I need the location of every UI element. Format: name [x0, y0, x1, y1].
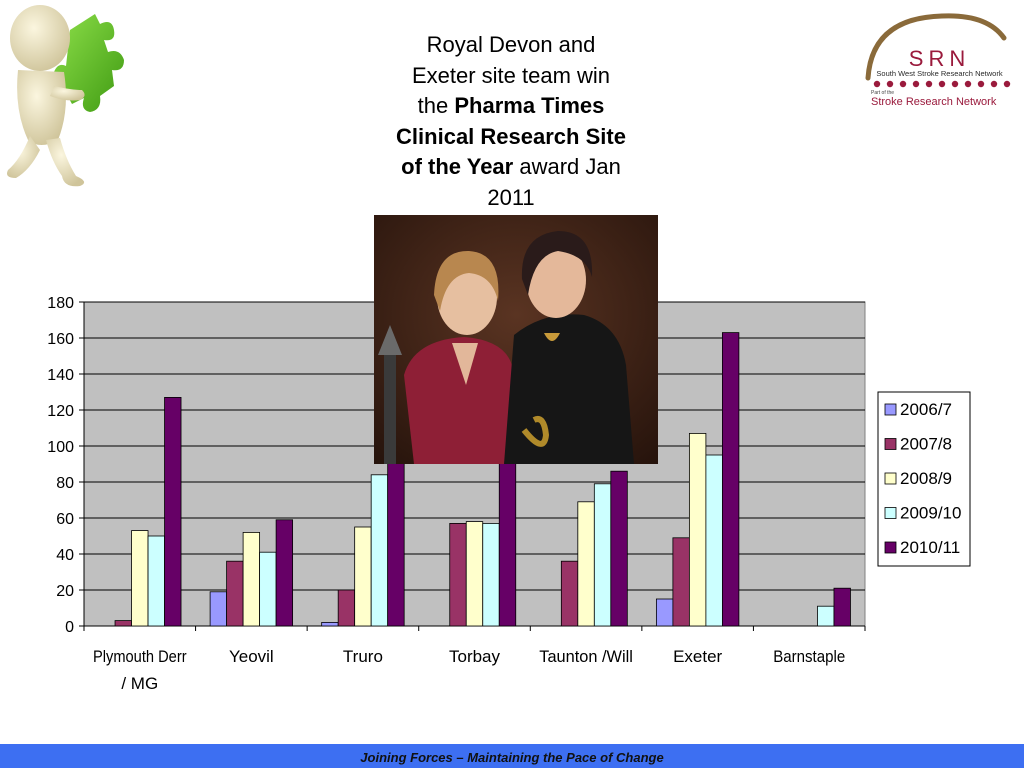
legend-swatch — [884, 507, 897, 519]
footer-bar: Joining Forces – Maintaining the Pace of… — [0, 744, 1024, 768]
y-tick-label: 120 — [47, 403, 74, 420]
x-tick-label: Taunton /Will — [539, 647, 633, 666]
title-line-5-post: award Jan — [513, 154, 621, 179]
bar — [560, 560, 579, 627]
y-tick-label: 20 — [56, 583, 74, 600]
bar — [833, 587, 851, 627]
bar — [655, 598, 674, 627]
page-title: Royal Devon and Exeter site team win the… — [370, 30, 652, 213]
legend-label: 2007/8 — [900, 435, 952, 454]
bar — [705, 454, 723, 627]
award-winners-photo — [374, 215, 658, 464]
bar — [465, 521, 484, 627]
bar — [672, 537, 690, 627]
title-line-3-pre: the — [417, 93, 455, 118]
y-tick-label: 160 — [47, 331, 74, 348]
title-line-3-bold: Pharma Times — [454, 93, 605, 118]
bar — [577, 501, 595, 627]
x-tick-label: Torbay — [449, 647, 501, 666]
bar — [242, 532, 261, 627]
logo-part-of: Part of the — [871, 90, 895, 96]
bar — [321, 622, 339, 627]
title-line-6: 2011 — [487, 184, 535, 210]
logo-dots-icon — [873, 80, 1011, 88]
title-line-3: the Pharma Times — [370, 91, 652, 122]
bar — [164, 396, 182, 627]
bar — [688, 432, 707, 627]
legend-label: 2006/7 — [900, 400, 952, 419]
y-tick-label: 140 — [47, 367, 74, 384]
x-tick-label: Truro — [343, 647, 383, 666]
bar — [370, 474, 389, 627]
title-line-4: Clinical Research Site — [370, 122, 652, 153]
srn-logo: SRN South West Stroke Research Network P… — [862, 8, 1017, 113]
title-line-2: Exeter site team win — [411, 62, 611, 88]
bar — [337, 589, 356, 627]
x-tick-label: Yeovil — [229, 647, 274, 666]
bar — [226, 560, 244, 627]
x-tick-label: Exeter — [673, 647, 722, 666]
bar — [449, 523, 467, 627]
legend-label: 2008/9 — [900, 469, 952, 488]
title-line-5: of the Year award Jan — [370, 152, 652, 183]
y-tick-label: 0 — [65, 619, 74, 636]
y-tick-label: 80 — [56, 475, 74, 492]
x-tick-label: / MG — [121, 674, 158, 693]
x-tick-label: Barnstaple — [773, 647, 845, 666]
logo-arc-icon — [865, 13, 1011, 88]
legend-swatch — [884, 403, 897, 416]
bar — [817, 605, 835, 627]
y-tick-label: 60 — [56, 511, 74, 528]
legend-swatch — [884, 472, 897, 485]
footer-tagline: Joining Forces – Maintaining the Pace of… — [360, 750, 664, 765]
y-tick-label: 100 — [47, 439, 74, 456]
bar — [593, 483, 612, 627]
x-tick-label: Plymouth Derr — [93, 647, 187, 666]
bar — [131, 530, 149, 627]
bar — [482, 523, 500, 627]
logo-parent-network: Stroke Research Network — [871, 96, 997, 108]
bar — [259, 551, 277, 627]
bar — [275, 519, 294, 627]
bar — [498, 459, 517, 627]
bar — [610, 470, 628, 627]
legend-label: 2009/10 — [900, 504, 961, 523]
legend-swatch — [884, 438, 897, 450]
bar — [209, 591, 228, 627]
legend-swatch — [884, 541, 897, 554]
puzzle-figure-icon — [7, 5, 124, 187]
title-line-5-bold: of the Year — [401, 154, 514, 179]
title-line-4-bold: Clinical Research Site — [396, 123, 626, 149]
bar — [354, 526, 372, 627]
logo-network-name: South West Stroke Research Network — [876, 69, 1003, 78]
y-tick-label: 180 — [47, 295, 74, 312]
logo-acronym: SRN — [908, 46, 971, 71]
legend-label: 2010/11 — [900, 538, 960, 557]
bar — [147, 535, 165, 627]
title-line-1: Royal Devon and — [426, 32, 596, 57]
bar — [721, 332, 740, 627]
bar — [387, 459, 405, 627]
y-tick-label: 40 — [56, 547, 74, 564]
bar — [114, 620, 132, 627]
